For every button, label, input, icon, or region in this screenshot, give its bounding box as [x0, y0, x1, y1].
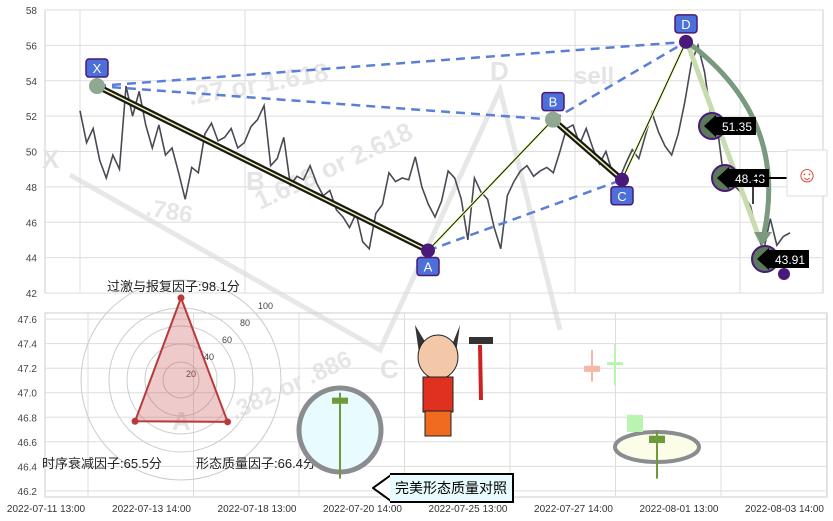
point-label-box — [541, 91, 565, 112]
candle-body — [627, 414, 643, 432]
radar-point — [131, 417, 139, 425]
price-callout: 51.35 — [722, 120, 752, 134]
y-tick-label: 42 — [26, 289, 38, 300]
candle-body — [649, 435, 665, 444]
pattern-leg-highlight — [552, 119, 623, 181]
pattern-point-b — [545, 111, 561, 128]
radar-ring — [126, 325, 236, 435]
point-label: C — [617, 189, 626, 204]
mascot-legs — [424, 410, 452, 437]
mascot-illustration — [415, 325, 493, 437]
radar-point — [177, 294, 185, 302]
point-label-box — [674, 14, 698, 34]
y-tick-label: 58 — [26, 6, 38, 17]
x-tick-label: 2022-07-18 13:00 — [218, 504, 297, 515]
compare-button[interactable]: 完美形态质量对照 — [372, 473, 514, 503]
watermark-point: X — [42, 144, 60, 174]
x-tick-label: 2022-07-27 14:00 — [534, 504, 613, 515]
x-tick-label: 2022-07-13 14:00 — [112, 504, 191, 515]
x-tick-label: 2022-07-20 14:00 — [323, 504, 402, 515]
mascot-hammer-handle — [478, 344, 483, 401]
watermark-point: C — [380, 354, 399, 384]
projection-line — [685, 44, 763, 241]
y-tick-label: 47.0 — [18, 389, 38, 400]
radar-label: 时序衰减因子:65.5分 — [42, 456, 162, 471]
pattern-point-d — [679, 34, 693, 49]
y-tick-label: 50 — [26, 148, 38, 159]
radar-tick: 60 — [222, 335, 232, 345]
watermark-pattern — [68, 82, 563, 354]
x-tick-label: 2022-08-03 14:00 — [745, 504, 824, 515]
mascot-head — [417, 334, 459, 380]
x-tick-label: 2022-08-01 13:00 — [640, 504, 719, 515]
price-callout-tag — [757, 248, 809, 270]
arc-arrowhead — [754, 232, 772, 246]
radar-label: 过激与报复因子:98.1分 — [107, 279, 240, 294]
y-tick-label: 54 — [26, 77, 38, 88]
price-callout-tag — [704, 115, 756, 137]
mascot-thumbnail — [786, 149, 828, 197]
radar-ring — [80, 279, 282, 481]
y-tick-label: 46 — [26, 218, 38, 229]
candle-body — [607, 362, 623, 366]
y-tick-label: 47.2 — [18, 364, 38, 375]
y-tick-label: 46.8 — [18, 413, 38, 424]
radar-tick: 80 — [240, 318, 250, 328]
point-label-box — [610, 186, 634, 206]
price-line — [79, 42, 791, 254]
candle-body — [332, 397, 348, 404]
mascot-body — [422, 376, 454, 413]
pattern-leg-highlight — [96, 85, 429, 252]
watermark-point: D — [490, 56, 509, 86]
radar-ring — [144, 343, 218, 417]
point-label: X — [93, 61, 102, 76]
radar-ring — [162, 361, 200, 399]
arrow-left-icon — [372, 474, 392, 502]
price-callout: 43.91 — [775, 253, 805, 267]
x-tick-label: 2022-07-25 13:00 — [429, 504, 508, 515]
point-label: D — [681, 17, 690, 32]
radar-ring — [108, 307, 254, 453]
point-label: A — [424, 260, 433, 275]
point-label: B — [549, 95, 558, 110]
mascot-hammer-head — [469, 337, 493, 344]
radar-label: 形态质量因子:66.4分 — [196, 456, 316, 471]
pattern-dashed-line — [96, 40, 687, 88]
price-callout: 48.43 — [735, 172, 765, 186]
radar-area — [133, 295, 230, 423]
pattern-point-c — [615, 172, 629, 187]
radar-tick: 40 — [204, 352, 214, 362]
watermark-point: B — [246, 166, 265, 196]
point-label-box — [85, 58, 109, 78]
y-tick-label: 48 — [26, 183, 38, 194]
y-tick-label: 47.6 — [18, 315, 38, 326]
radar-tick: 100 — [258, 301, 273, 311]
radar-point — [224, 418, 232, 426]
y-tick-label: 46.6 — [18, 438, 38, 449]
pattern-point-x — [89, 78, 105, 95]
price-callout-tag — [717, 167, 769, 189]
pattern-leg-core — [621, 41, 687, 181]
end-point — [778, 268, 790, 280]
y-tick-label: 52 — [26, 112, 38, 123]
y-tick-label: 46.4 — [18, 462, 38, 473]
y-tick-label: 56 — [26, 41, 38, 52]
point-label-box — [416, 256, 440, 277]
radar-tick: 20 — [186, 369, 196, 379]
candle-body — [584, 365, 600, 372]
pattern-dashed-line — [427, 178, 623, 252]
y-tick-label: 47.4 — [18, 340, 38, 351]
y-tick-label: 44 — [26, 254, 38, 265]
watermark-signal: sell — [574, 63, 614, 90]
mascot-thumbnail-figure: ☺ — [796, 162, 818, 187]
y-tick-label: 46.2 — [18, 487, 38, 498]
projection-arc — [688, 42, 772, 239]
pattern-dashed-line — [96, 84, 554, 121]
pattern-dashed-line — [552, 40, 687, 121]
pattern-leg-core — [427, 119, 554, 251]
pattern-point-a — [421, 243, 435, 258]
x-tick-label: 2022-07-11 13:00 — [7, 504, 86, 515]
